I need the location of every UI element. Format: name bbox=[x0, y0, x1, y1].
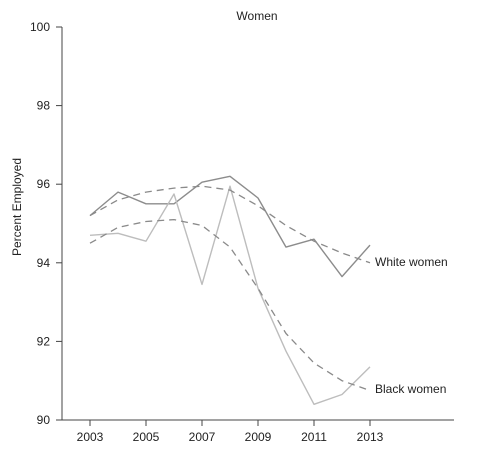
chart-title: Women bbox=[236, 9, 277, 23]
x-tick-label: 2009 bbox=[245, 430, 272, 444]
x-tick-label: 2013 bbox=[357, 430, 384, 444]
y-tick-label: 100 bbox=[30, 20, 50, 34]
x-tick-label: 2003 bbox=[77, 430, 104, 444]
y-axis-label: Percent Employed bbox=[10, 158, 24, 256]
white-women-line bbox=[89, 175, 371, 278]
y-tick-label: 96 bbox=[37, 177, 51, 191]
x-tick-label: 2007 bbox=[189, 430, 216, 444]
black-women-trend-line bbox=[89, 218, 371, 392]
y-tick-label: 90 bbox=[37, 413, 51, 427]
x-tick-label: 2005 bbox=[133, 430, 160, 444]
y-tick-label: 92 bbox=[37, 334, 51, 348]
white-women-trend-line bbox=[89, 185, 371, 264]
black-women-line bbox=[89, 185, 371, 405]
x-tick-label: 2011 bbox=[301, 430, 327, 444]
black-women-label: Black women bbox=[375, 382, 446, 396]
series-layer bbox=[89, 175, 371, 405]
y-ticks: 90 92 94 96 98 100 bbox=[30, 20, 62, 427]
x-ticks: 2003 2005 2007 2009 2011 2013 bbox=[77, 420, 384, 444]
y-tick-label: 94 bbox=[37, 256, 51, 270]
series-labels: White women Black women bbox=[375, 255, 448, 396]
white-women-label: White women bbox=[375, 255, 448, 269]
y-tick-label: 98 bbox=[37, 99, 51, 113]
